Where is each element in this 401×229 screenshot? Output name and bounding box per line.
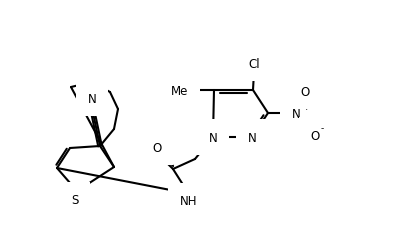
Text: Me: Me: [170, 84, 188, 97]
Text: S: S: [71, 194, 79, 207]
Text: Cl: Cl: [247, 57, 259, 70]
Text: +: +: [301, 102, 309, 111]
Text: N: N: [247, 131, 256, 144]
Text: N: N: [208, 131, 217, 144]
Text: -: -: [320, 124, 324, 133]
Text: O: O: [300, 85, 309, 98]
Text: O: O: [310, 129, 319, 142]
Text: NH: NH: [180, 195, 197, 208]
Text: N: N: [87, 92, 96, 105]
Text: O: O: [152, 141, 161, 154]
Text: N: N: [291, 107, 300, 120]
